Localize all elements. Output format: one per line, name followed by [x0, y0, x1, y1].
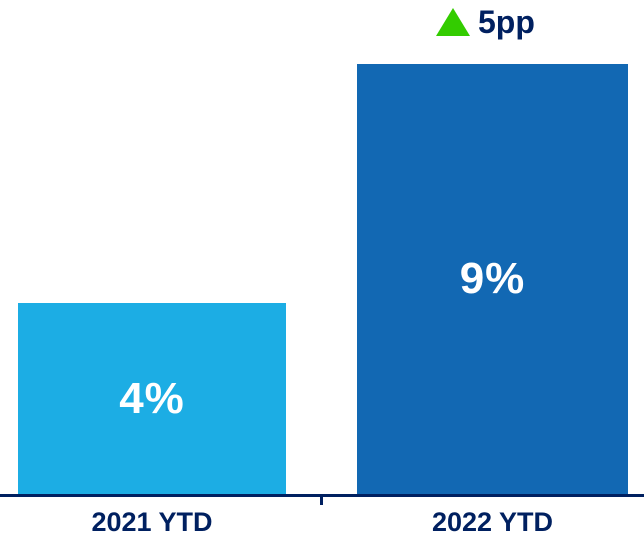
up-triangle-icon — [436, 8, 470, 36]
x-axis — [0, 494, 644, 497]
bar-value-label-2021: 4% — [119, 373, 185, 423]
x-axis-tick — [320, 497, 323, 505]
change-annotation-label: 5pp — [478, 4, 535, 40]
bar-2021-ytd: 4% — [18, 303, 286, 494]
bar-value-label-2022: 9% — [459, 254, 526, 303]
bar-2022-ytd: 9% — [357, 64, 628, 494]
x-tick-label-2021: 2021 YTD — [91, 507, 213, 537]
change-annotation: 5pp — [436, 6, 535, 38]
x-tick-label-2022: 2022 YTD — [431, 507, 554, 537]
